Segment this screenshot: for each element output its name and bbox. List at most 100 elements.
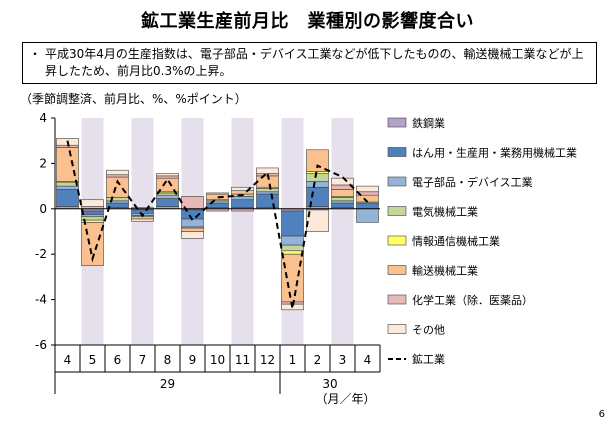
bar-segment-electronics [306, 181, 329, 188]
year-label: 30 [322, 377, 337, 391]
shaded-band [331, 118, 354, 345]
bar-segment-electronics [281, 235, 304, 246]
bar-segment-transport [56, 147, 79, 182]
series-line-total [66, 140, 369, 309]
bar-segment-other [181, 231, 204, 239]
bar-segment-other [156, 173, 179, 177]
bar-segment-chemical [156, 175, 179, 179]
page-title: 鉱工業生産前月比 業種別の影響度合い [141, 11, 474, 32]
bar-segment-other [131, 218, 154, 222]
bar-segment-electrical [306, 173, 329, 182]
summary-note: ・ 平成30年4月の生産指数は、電子部品・デバイス工業などが低下したものの、輸送… [22, 42, 597, 84]
x-tick-label: 2 [314, 353, 322, 367]
x-tick-label: 4 [64, 353, 72, 367]
bar-segment-electronics [181, 218, 204, 228]
y-tick-label: -6 [35, 338, 47, 352]
bar-segment-transport [206, 193, 229, 201]
legend-label-iron_steel: 鉄鋼業 [412, 116, 445, 130]
y-tick-label: 2 [39, 156, 47, 170]
bar-segment-chemical [106, 174, 129, 178]
legend-label-other: その他 [412, 324, 445, 337]
bar-segment-other [231, 186, 254, 191]
x-tick-label: 12 [260, 353, 275, 367]
note-bullet: ・ [29, 47, 42, 61]
y-tick-label: 4 [39, 111, 47, 125]
legend-label-total: 鉱工業 [412, 352, 445, 366]
shaded-band [131, 118, 154, 345]
x-tick-label: 9 [189, 353, 197, 367]
bar-segment-production_machinery [306, 186, 329, 207]
bar-segment-other [206, 192, 229, 195]
bar-segment-other [256, 167, 279, 174]
legend-swatch-chemical [387, 294, 407, 305]
bar-segment-electrical [106, 197, 129, 202]
bar-segment-ict [281, 250, 304, 255]
bar-segment-production_machinery [131, 209, 154, 214]
bar-segment-electronics [156, 194, 179, 199]
x-tick-label: 5 [89, 353, 97, 367]
bar-segment-production_machinery [331, 202, 354, 208]
legend-swatch-other [387, 324, 407, 334]
x-tick-label: 3 [339, 353, 347, 367]
x-tick-label: 1 [289, 353, 297, 367]
legend-swatch-electronics [387, 176, 407, 187]
shaded-band [231, 118, 254, 345]
y-tick-label: -4 [35, 293, 47, 307]
bar-segment-production_machinery [81, 210, 104, 215]
x-tick-label: 8 [164, 353, 172, 367]
bar-segment-production_machinery [56, 189, 79, 207]
bar-segment-ict [306, 171, 329, 174]
bar-segment-other [81, 199, 104, 207]
bar-segment-production_machinery [206, 202, 229, 208]
bar-segment-transport [331, 189, 354, 197]
x-tick-label: 11 [235, 353, 250, 367]
bar-segment-chemical [56, 144, 79, 148]
y-tick-label: -2 [35, 247, 47, 261]
legend-label-ict: 情報通信機械工業 [412, 234, 500, 248]
legend-label-production_machinery: はん用・生産用・業務用機械工業 [412, 146, 577, 160]
bar-segment-electronics [206, 200, 229, 204]
bar-segment-electrical [281, 244, 304, 252]
bar-segment-transport [306, 149, 329, 172]
x-tick-label: 6 [114, 353, 122, 367]
bar-segment-production_machinery [281, 210, 304, 237]
bar-segment-electronics [256, 191, 279, 195]
legend-label-electrical: 電気機械工業 [412, 205, 478, 219]
bar-segment-electrical [331, 197, 354, 202]
legend-swatch-transport [387, 265, 407, 275]
legend-label-transport: 輸送機械工業 [412, 264, 478, 278]
legend: 鉄鋼業はん用・生産用・業務用機械工業電子部品・デバイス工業電気機械工業情報通信機… [387, 116, 577, 366]
y-tick-label: 0 [39, 202, 47, 216]
x-tick-label: 10 [210, 353, 225, 367]
legend-label-chemical: 化学工業（除．医薬品） [412, 293, 533, 307]
year-label: 29 [160, 377, 175, 391]
bar-segment-production_machinery [156, 198, 179, 207]
bar-segment-other [356, 185, 379, 193]
legend-swatch-iron_steel [387, 117, 407, 128]
bar-segment-other [306, 209, 329, 232]
unit-label: （季節調整済、前月比、%、%ポイント） [20, 92, 247, 106]
note-text: 平成30年4月の生産指数は、電子部品・デバイス工業などが低下したものの、輸送機械… [45, 47, 584, 78]
bar-segment-electronics [331, 200, 354, 204]
bar-segment-electronics [81, 214, 104, 218]
x-axis-label: （月／年） [315, 392, 375, 406]
legend-swatch-electrical [387, 206, 407, 216]
bar-segment-transport [231, 190, 254, 195]
legend-swatch-ict [387, 235, 407, 246]
line-layer [66, 140, 369, 309]
bar-segment-production_machinery [256, 193, 279, 208]
bar-segment-electronics [106, 200, 129, 204]
bar-segment-electronics [56, 185, 79, 190]
legend-label-electronics: 電子部品・デバイス工業 [412, 175, 533, 189]
bar-segment-production_machinery [356, 202, 379, 210]
legend-swatch-production_machinery [387, 147, 407, 157]
bar-segment-production_machinery [231, 199, 254, 208]
bar-segment-other [106, 169, 129, 176]
bar-segment-electrical [56, 182, 79, 187]
x-tick-label: 4 [364, 353, 372, 367]
page-number: 6 [598, 409, 605, 420]
bar-segment-electronics [356, 208, 379, 223]
bar-segment-electronics [231, 196, 254, 201]
